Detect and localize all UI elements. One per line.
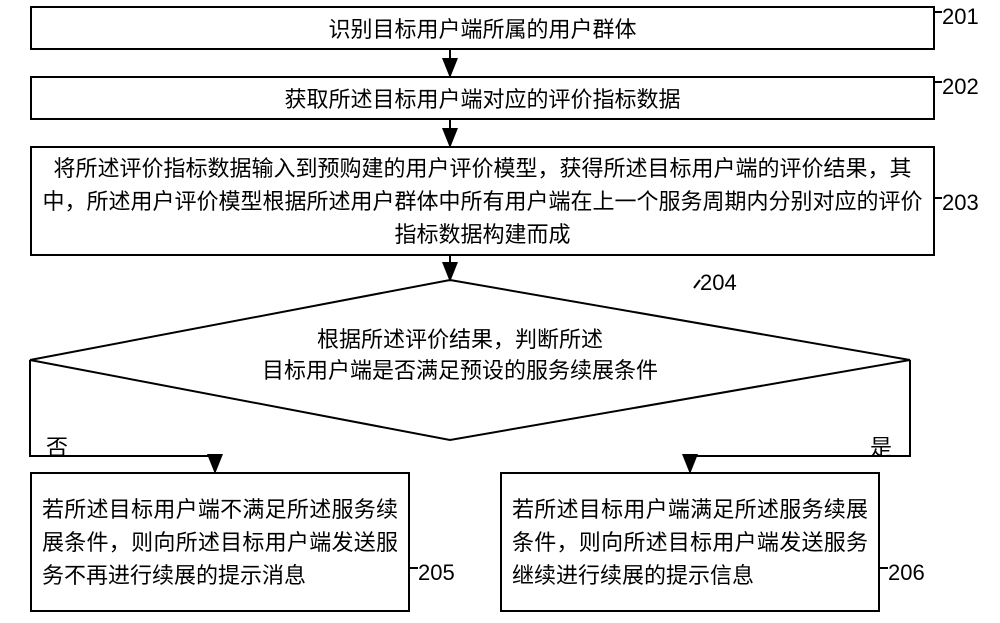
node-201: 识别目标用户端所属的用户群体 — [30, 6, 935, 50]
node-205: 若所述目标用户端不满足所述服务续展条件，则向所述目标用户端发送服务不再进行续展的… — [30, 472, 410, 612]
label-202: 202 — [942, 74, 979, 100]
node-202-text: 获取所述目标用户端对应的评价指标数据 — [284, 82, 680, 114]
label-206: 206 — [888, 560, 925, 586]
edge-label-no: 否 — [46, 430, 68, 462]
node-201-text: 识别目标用户端所属的用户群体 — [328, 12, 636, 44]
node-206-text: 若所述目标用户端满足所述服务续展条件，则向所述目标用户端发送服务继续进行续展的提… — [512, 493, 868, 592]
node-206: 若所述目标用户端满足所述服务续展条件，则向所述目标用户端发送服务继续进行续展的提… — [500, 472, 880, 612]
edge-label-yes: 是 — [870, 430, 892, 462]
label-201: 201 — [942, 4, 979, 30]
node-204-text: 根据所述评价结果，判断所述 目标用户端是否满足预设的服务续展条件 — [220, 325, 700, 387]
node-205-text: 若所述目标用户端不满足所述服务续展条件，则向所述目标用户端发送服务不再进行续展的… — [42, 493, 398, 592]
flowchart-container: 识别目标用户端所属的用户群体 201 获取所述目标用户端对应的评价指标数据 20… — [0, 0, 1000, 623]
node-203: 将所述评价指标数据输入到预购建的用户评价模型，获得所述目标用户端的评价结果，其中… — [30, 146, 935, 256]
label-203: 203 — [942, 190, 979, 216]
node-203-text: 将所述评价指标数据输入到预购建的用户评价模型，获得所述目标用户端的评价结果，其中… — [42, 152, 923, 251]
node-202: 获取所述目标用户端对应的评价指标数据 — [30, 76, 935, 120]
label-204: 204 — [700, 270, 737, 296]
label-205: 205 — [418, 560, 455, 586]
